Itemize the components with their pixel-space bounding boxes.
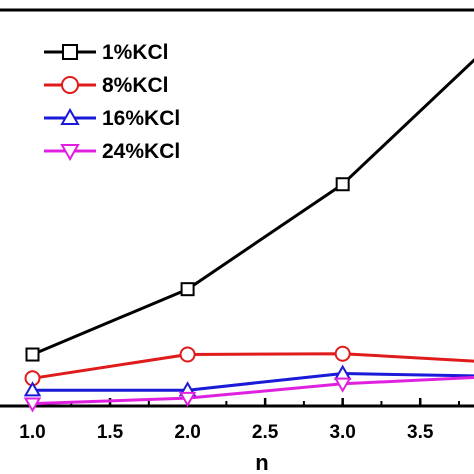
data-point-triangle-up <box>23 381 42 397</box>
data-point-circle <box>61 76 79 94</box>
series-markers <box>23 177 352 413</box>
data-point-square <box>62 44 78 60</box>
legend-item: 1%KCl <box>44 41 169 64</box>
data-point-triangle-down <box>333 377 352 393</box>
data-point-square <box>180 282 195 297</box>
series-line <box>32 352 474 380</box>
data-point-triangle-down <box>23 397 42 413</box>
legend-label: 16%KCl <box>102 107 180 130</box>
x-tick-label: 2.5 <box>252 422 279 443</box>
data-point-triangle-down <box>178 391 197 407</box>
data-point-triangle-down <box>60 143 80 162</box>
x-tick-label: 2.0 <box>174 422 200 443</box>
series-line <box>31 58 474 356</box>
legend-item: 8%KCl <box>44 74 169 97</box>
data-point-circle <box>334 345 351 362</box>
x-tick-label: 3.0 <box>329 422 355 443</box>
legend-label: 24%KCl <box>102 140 180 163</box>
legend-item: 16%KCl <box>44 107 180 130</box>
legend-item: 24%KCl <box>44 140 180 163</box>
data-point-triangle-up <box>60 107 80 126</box>
series-line <box>32 375 474 406</box>
data-point-square <box>335 177 350 192</box>
plot-frame <box>0 8 474 408</box>
data-point-circle <box>179 346 196 363</box>
series-lines <box>31 58 474 406</box>
x-tick-label: 1.5 <box>97 422 124 443</box>
series-line <box>32 372 474 392</box>
x-axis-ticks: 1.0 1.5 2.0 2.5 3.0 3.5 <box>19 398 460 443</box>
legend-label: 1%KCl <box>102 41 169 64</box>
legend-label: 8%KCl <box>102 74 169 97</box>
legend: 1%KCl 8%KCl 16%KCl 24%KCl <box>44 41 180 163</box>
x-tick-label: 1.0 <box>19 422 45 443</box>
x-axis-title: n <box>255 450 268 474</box>
x-tick-label: 3.5 <box>407 422 434 443</box>
data-point-square <box>25 347 40 362</box>
